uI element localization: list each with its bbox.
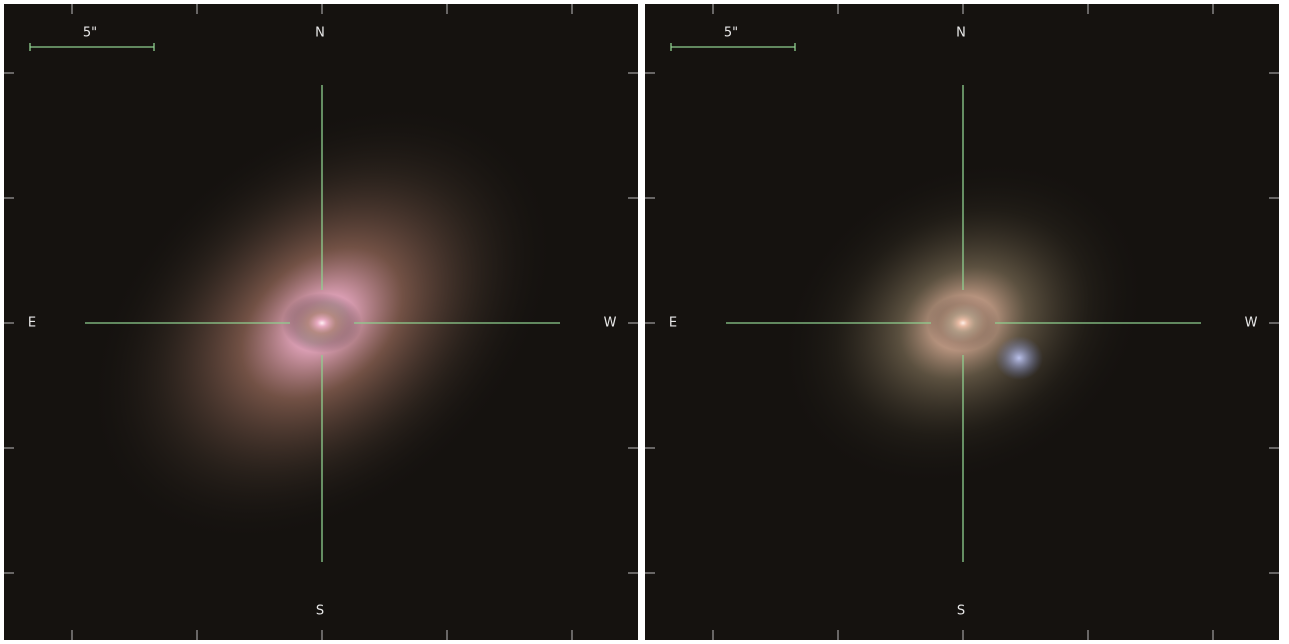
compass-north: N — [315, 26, 325, 41]
scale-label: 5" — [83, 26, 97, 41]
compass-east: E — [28, 316, 36, 331]
galaxy-core — [282, 293, 362, 353]
compass-west: W — [604, 316, 617, 331]
compass-north: N — [956, 26, 966, 41]
companion-source — [995, 336, 1043, 380]
compass-east: E — [669, 316, 677, 331]
compass-west: W — [1245, 316, 1258, 331]
scale-label: 5" — [724, 26, 738, 41]
compass-south: S — [316, 604, 324, 619]
compass-south: S — [957, 604, 965, 619]
galaxy-core — [927, 295, 999, 351]
